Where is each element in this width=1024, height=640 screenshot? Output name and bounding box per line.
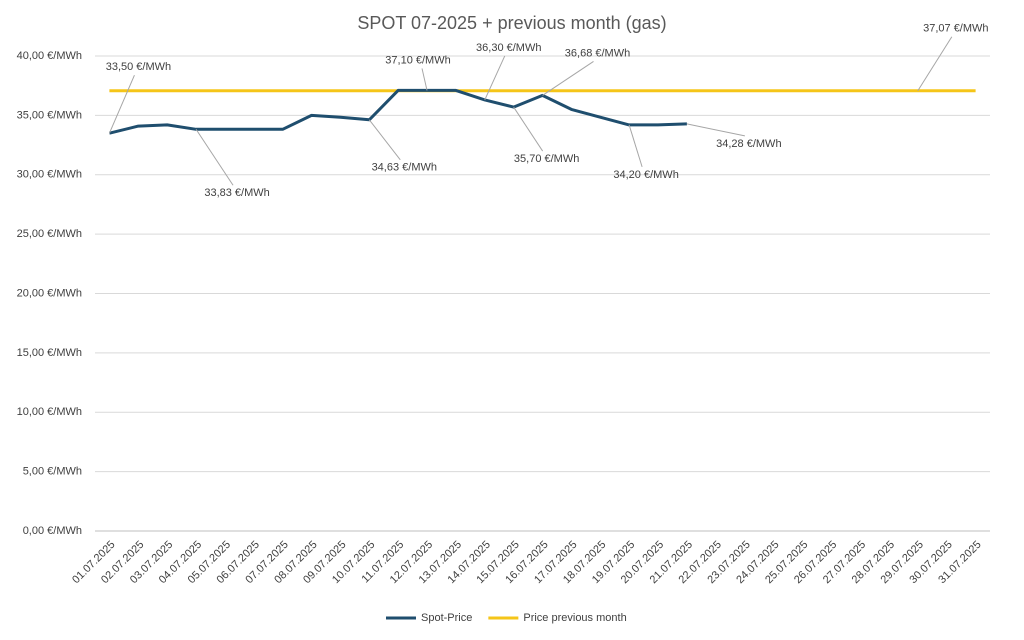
leader-line — [421, 68, 428, 91]
data-label: 34,28 €/MWh — [716, 138, 781, 150]
data-label: 34,63 €/MWh — [372, 162, 437, 174]
data-label: 37,10 €/MWh — [385, 54, 450, 66]
y-tick-label: 40,00 €/MWh — [17, 50, 82, 62]
y-tick-label: 15,00 €/MWh — [17, 347, 82, 359]
leader-line — [686, 123, 745, 137]
y-tick-label: 0,00 €/MWh — [23, 525, 82, 537]
data-label: 35,70 €/MWh — [514, 153, 579, 165]
series-line — [109, 88, 687, 135]
leader-line — [542, 61, 594, 96]
data-label: 36,30 €/MWh — [476, 42, 541, 54]
leader-line — [108, 74, 135, 134]
y-tick-label: 35,00 €/MWh — [17, 109, 82, 121]
chart-title: SPOT 07-2025 + previous month (gas) — [357, 13, 666, 33]
y-tick-label: 25,00 €/MWh — [17, 228, 82, 240]
leader-line — [484, 55, 506, 101]
data-label: 37,07 €/MWh — [923, 23, 988, 35]
y-tick-label: 30,00 €/MWh — [17, 169, 82, 181]
data-label: 36,68 €/MWh — [565, 47, 630, 59]
leader-line — [513, 106, 544, 152]
y-tick-label: 5,00 €/MWh — [23, 466, 82, 478]
data-label: 33,83 €/MWh — [204, 187, 269, 199]
y-tick-label: 20,00 €/MWh — [17, 287, 82, 299]
leader-line — [917, 36, 953, 92]
y-tick-label: 10,00 €/MWh — [17, 406, 82, 418]
legend-label: Price previous month — [523, 612, 626, 624]
data-label: 34,20 €/MWh — [613, 169, 678, 181]
leader-line — [368, 119, 401, 161]
leader-line — [628, 124, 643, 168]
legend-label: Spot-Price — [421, 612, 472, 624]
leader-line — [195, 128, 234, 186]
data-label: 33,50 €/MWh — [106, 61, 171, 73]
